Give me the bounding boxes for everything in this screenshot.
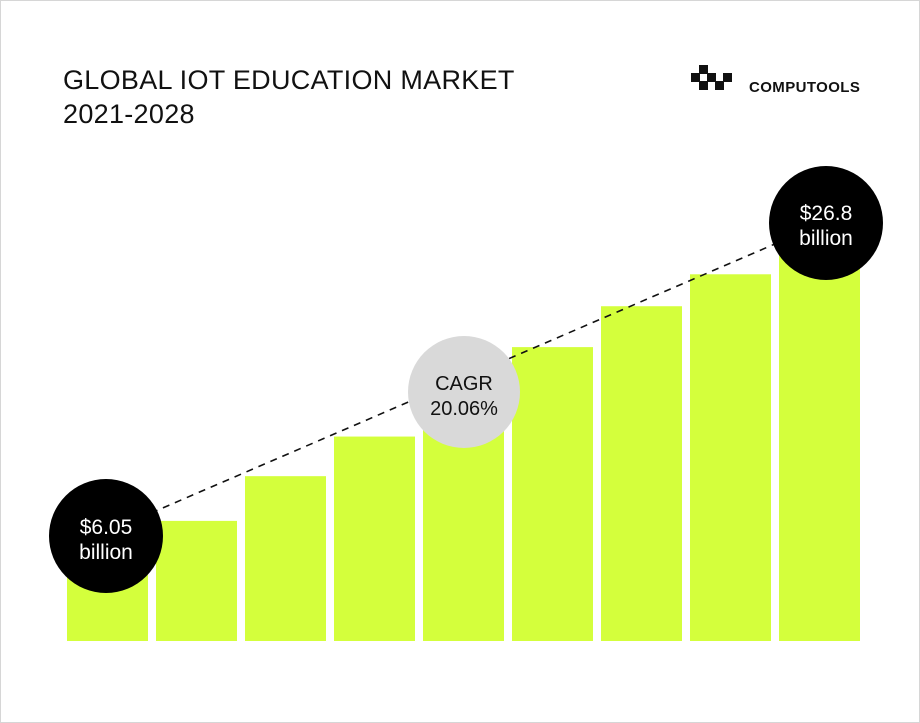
end-value-amount: $26.8 — [800, 202, 853, 225]
bar-2024 — [334, 436, 415, 641]
bar-2025 — [423, 421, 504, 641]
bar-2022 — [156, 520, 237, 641]
bar-2027 — [601, 306, 682, 641]
bar-2026 — [512, 347, 593, 641]
cagr-value: 20.06% — [430, 398, 498, 420]
bars-layer — [67, 225, 860, 641]
cagr-label: CAGR — [435, 373, 493, 395]
end-value-unit: billion — [799, 227, 853, 250]
bar-2029 — [779, 225, 860, 641]
start-value-amount: $6.05 — [80, 516, 133, 539]
brand-name: COMPUTOOLS — [749, 79, 861, 96]
title-line-2: 2021-2028 — [63, 99, 195, 129]
title-line-1: GLOBAL IOT EDUCATION MARKET — [63, 65, 515, 95]
bar-2028 — [690, 274, 771, 641]
chart-title: GLOBAL IOT EDUCATION MARKET 2021-2028 — [63, 63, 515, 131]
brand-logo: COMPUTOOLS — [691, 63, 881, 97]
end-value-bubble: $26.8 billion — [769, 166, 883, 280]
bar-2023 — [245, 476, 326, 641]
start-value-unit: billion — [79, 541, 133, 564]
computools-logo-icon — [691, 65, 732, 90]
cagr-bubble: CAGR 20.06% — [408, 336, 520, 448]
start-value-bubble: $6.05 billion — [49, 479, 163, 593]
